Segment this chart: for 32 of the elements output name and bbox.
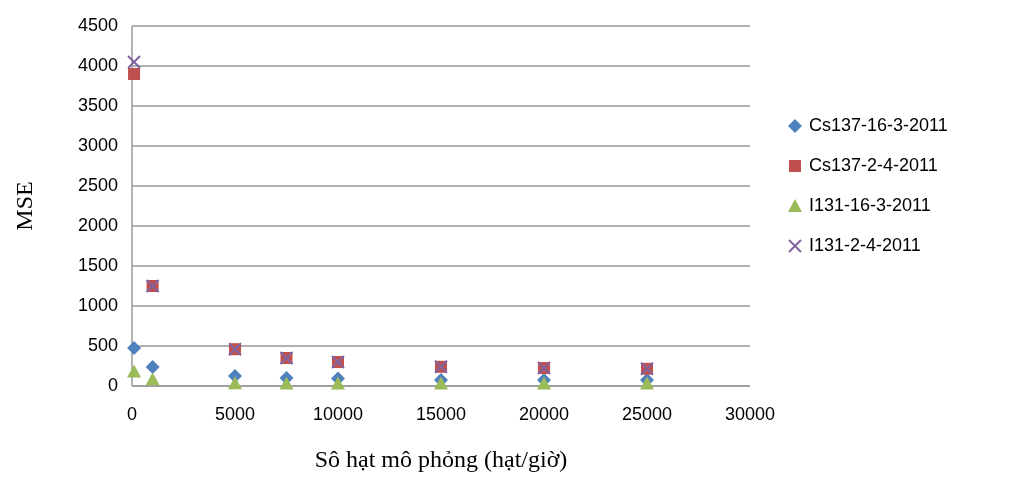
point bbox=[279, 376, 294, 390]
legend-label: Cs137-2-4-2011 bbox=[809, 154, 938, 175]
y-tick-label: 2000 bbox=[77, 214, 118, 235]
y-tick-label: 3500 bbox=[77, 94, 118, 115]
x-tick-label: 25000 bbox=[621, 404, 673, 424]
x-axis-title: Sô hạt mô phỏng (hạt/giờ) bbox=[314, 446, 568, 472]
legend-label: I131-2-4-2011 bbox=[809, 234, 921, 255]
point bbox=[127, 55, 142, 69]
x-tick-label: 20000 bbox=[518, 404, 570, 424]
y-tick-label: 3000 bbox=[77, 134, 118, 155]
y-axis-title: MSE bbox=[11, 181, 37, 231]
legend-label: I131-16-3-2011 bbox=[809, 194, 931, 215]
point bbox=[145, 360, 160, 375]
y-tick-label: 4000 bbox=[77, 54, 118, 75]
x-tick-label: 30000 bbox=[724, 404, 776, 424]
x-tick-label: 15000 bbox=[415, 404, 467, 424]
x-tick-label: 0 bbox=[126, 404, 138, 424]
y-tick-label: 1500 bbox=[77, 254, 118, 275]
y-tick-label: 0 bbox=[107, 374, 118, 395]
x-tick-label: 10000 bbox=[312, 404, 364, 424]
legend-label: Cs137-16-3-2011 bbox=[809, 114, 948, 135]
y-tick-label: 1000 bbox=[77, 294, 118, 315]
point bbox=[127, 364, 142, 378]
x-tick-label: 5000 bbox=[214, 404, 256, 424]
y-tick-label: 500 bbox=[87, 334, 118, 355]
y-tick-label: 2500 bbox=[77, 174, 118, 195]
point bbox=[228, 376, 242, 390]
point bbox=[127, 341, 142, 355]
y-tick-label: 4500 bbox=[77, 14, 118, 35]
point bbox=[331, 376, 345, 390]
point bbox=[128, 68, 141, 80]
point bbox=[145, 372, 160, 386]
